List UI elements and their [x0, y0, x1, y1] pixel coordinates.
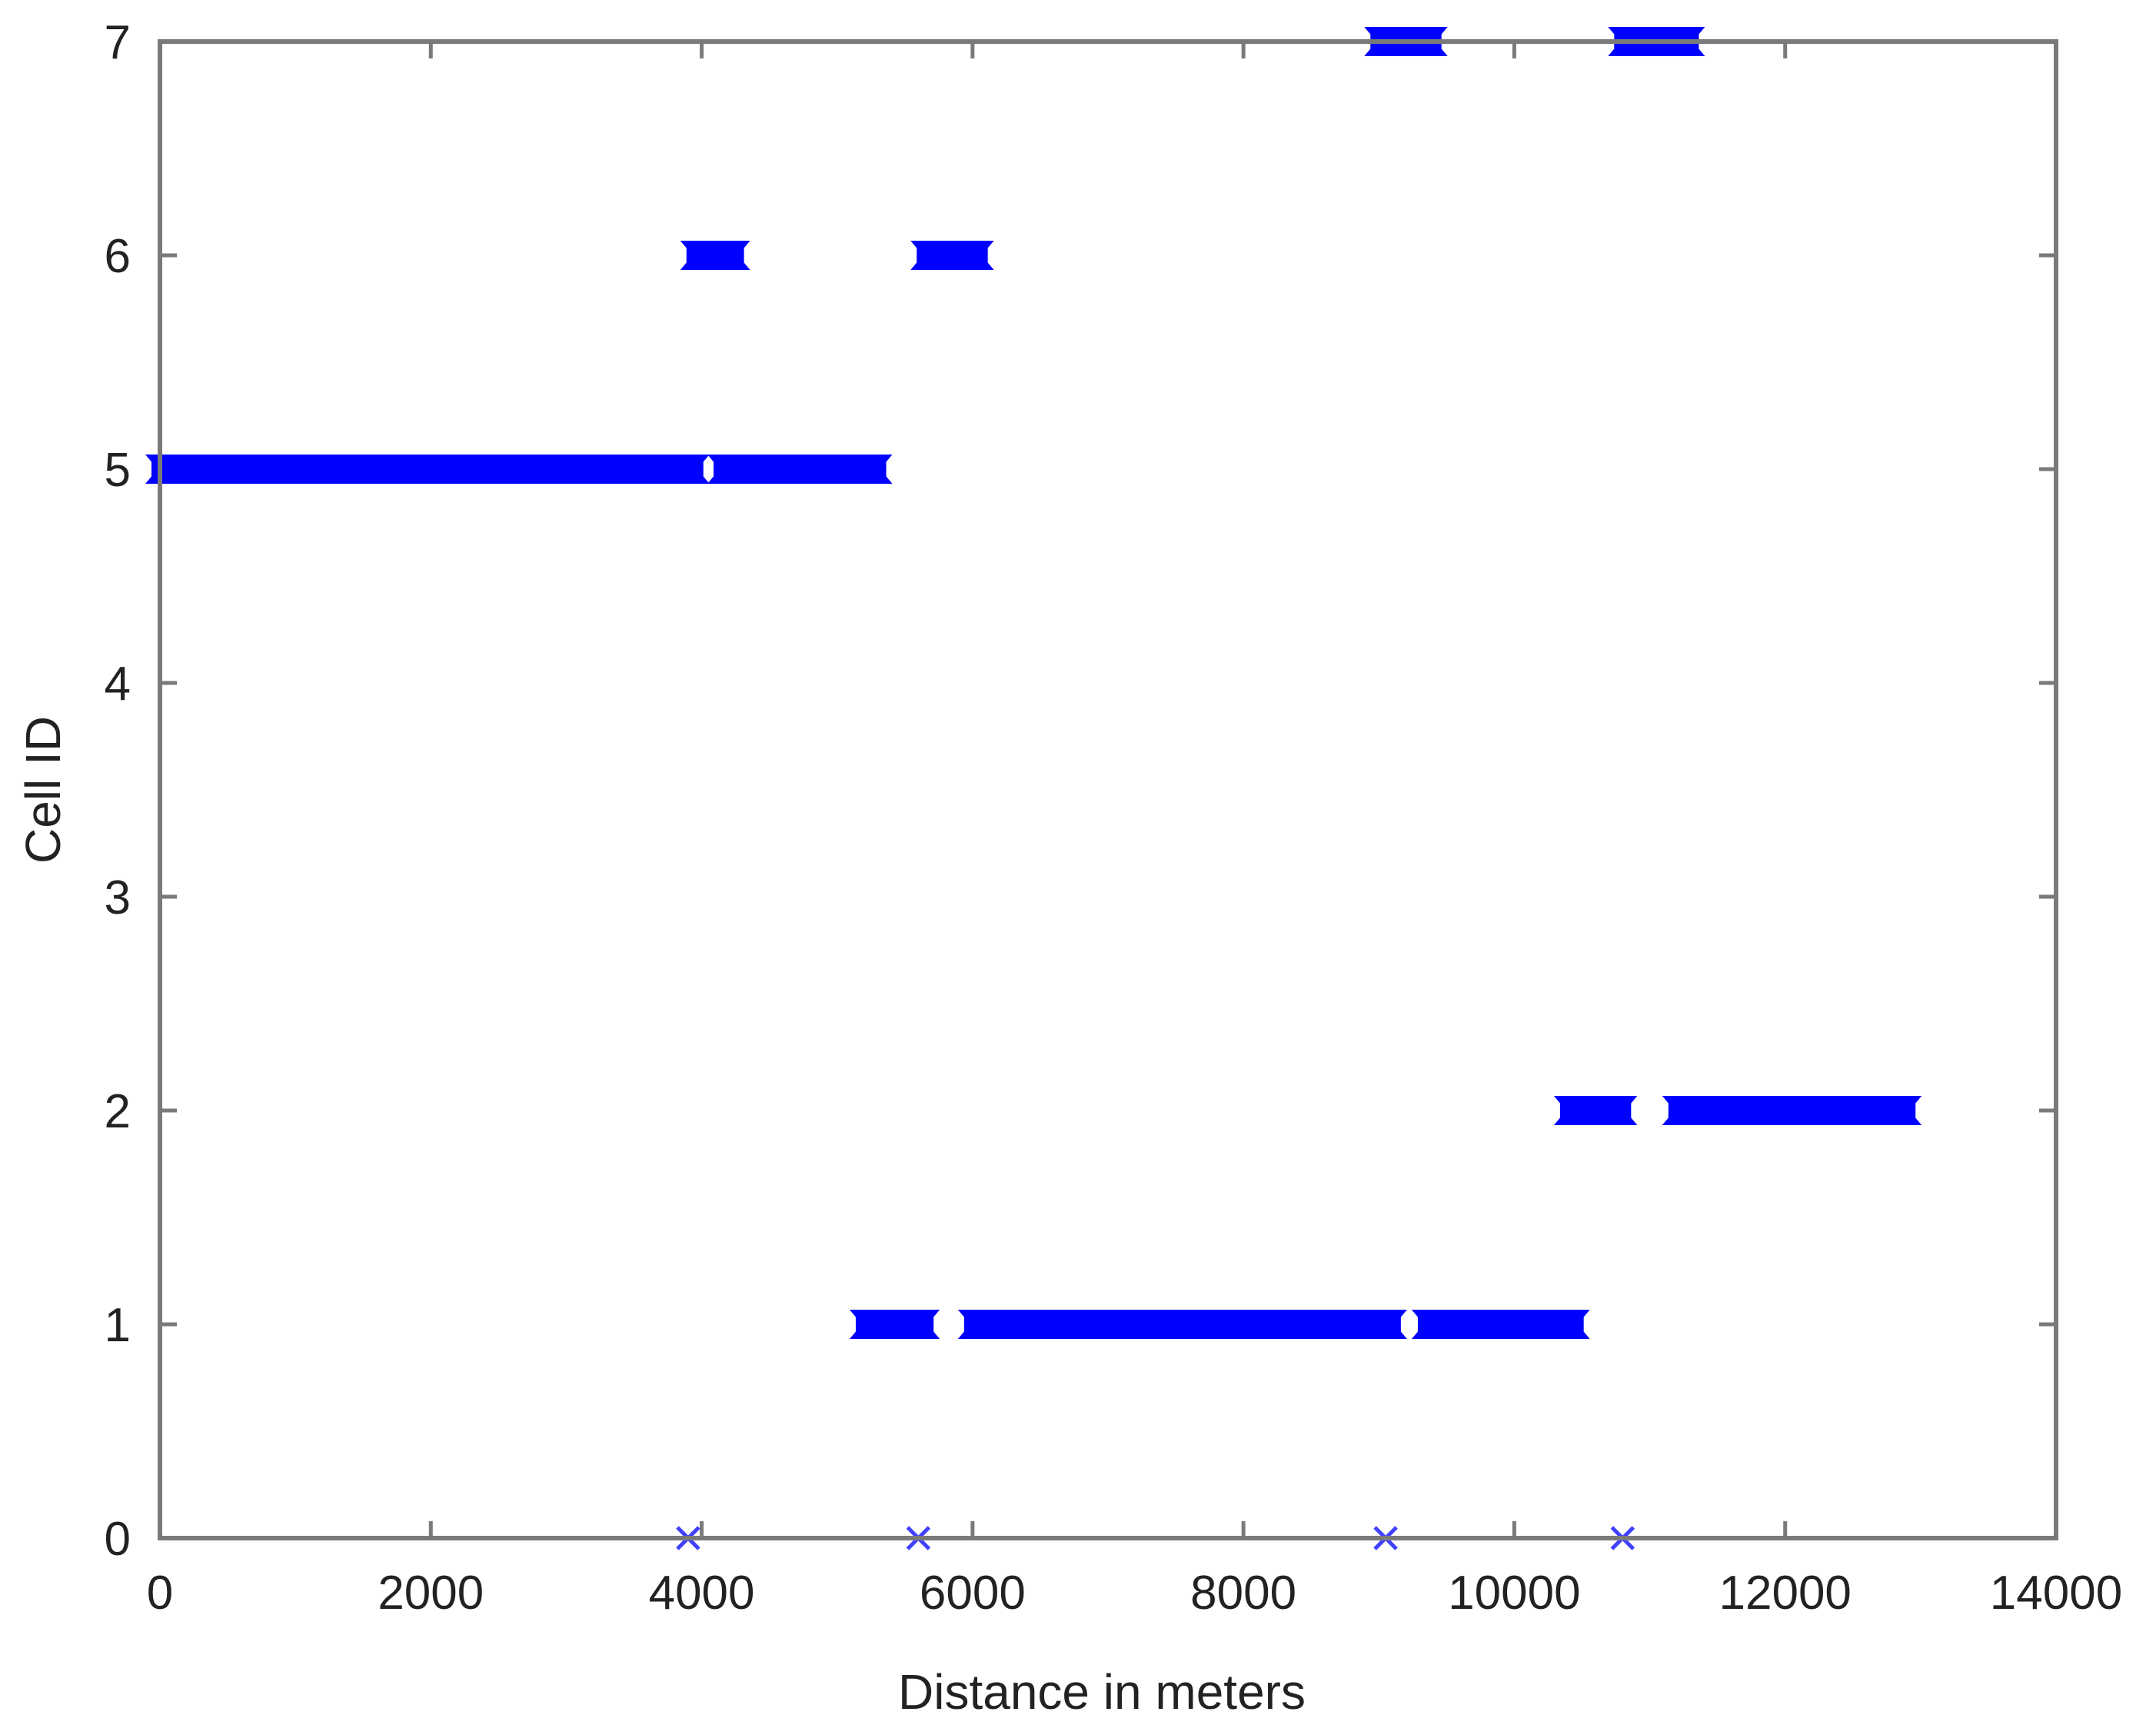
x-tick-label: 12000 — [1719, 1567, 1852, 1620]
y-tick-label: 7 — [105, 16, 131, 69]
data-marks — [145, 27, 1922, 1550]
x-axis-label: Distance in meters — [898, 1664, 1306, 1720]
cell-segment-marker — [910, 241, 994, 270]
y-tick-label: 4 — [105, 658, 131, 711]
cell-segment-marker — [1662, 1096, 1922, 1125]
plot-frame — [158, 39, 2058, 1540]
x-tick-label: 2000 — [378, 1567, 484, 1620]
y-tick-label: 6 — [105, 230, 131, 283]
cell-segment-marker — [1553, 1096, 1638, 1125]
x-tick-label: 4000 — [649, 1567, 755, 1620]
cell-segment-marker — [1411, 1310, 1590, 1339]
x-tick-label: 14000 — [1990, 1567, 2122, 1620]
y-tick-label: 2 — [105, 1085, 131, 1138]
y-tick-label: 0 — [105, 1513, 131, 1566]
x-tick-label: 0 — [147, 1567, 173, 1620]
tick-labels: 0 2000 4000 6000 8000 10000 12000 14000 0 1 2 3 4 5 6 7 — [105, 16, 2123, 1620]
x-tick-label: 6000 — [920, 1567, 1026, 1620]
cell-segment-marker — [145, 455, 710, 484]
cell-segment-marker — [680, 241, 750, 270]
y-tick-label: 5 — [105, 444, 131, 497]
cell-segment-marker — [707, 455, 893, 484]
cell-segment-marker — [957, 1310, 1407, 1339]
x-tick-label: 8000 — [1190, 1567, 1296, 1620]
cell-segment-marker — [849, 1310, 940, 1339]
y-axis-label: Cell ID — [15, 716, 71, 864]
y-tick-label: 1 — [105, 1299, 131, 1352]
x-tick-label: 10000 — [1448, 1567, 1580, 1620]
y-tick-label: 3 — [105, 871, 131, 924]
